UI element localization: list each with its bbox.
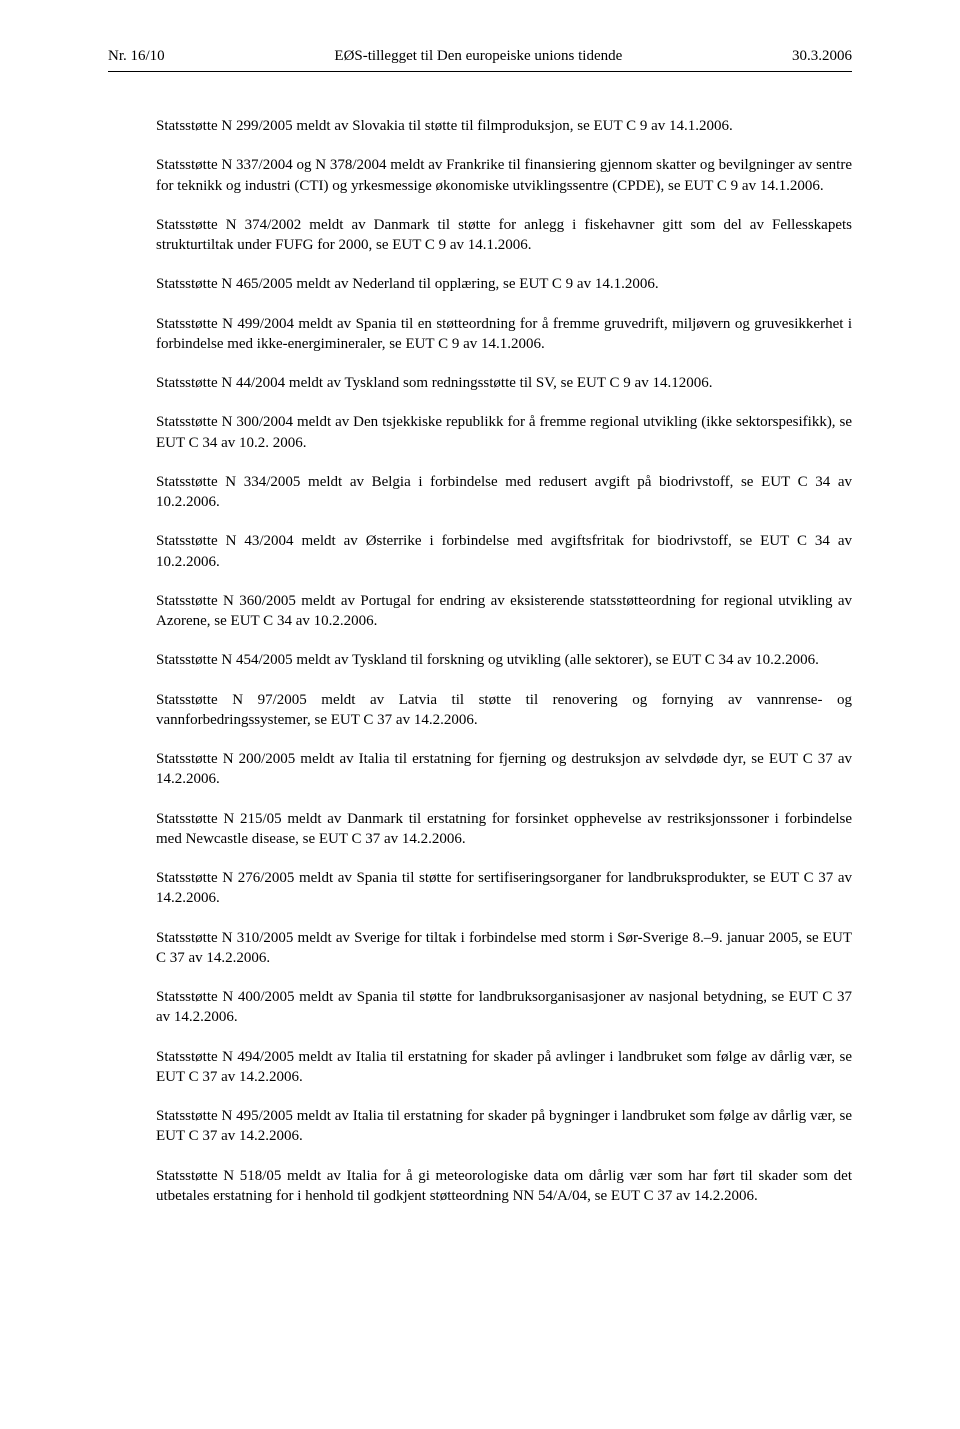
header-date: 30.3.2006: [792, 48, 852, 65]
state-aid-entry: Statsstøtte N 360/2005 meldt av Portugal…: [156, 591, 852, 632]
state-aid-entry: Statsstøtte N 337/2004 og N 378/2004 mel…: [156, 155, 852, 196]
header-publication-title: EØS-tillegget til Den europeiske unions …: [165, 48, 792, 65]
document-body: Statsstøtte N 299/2005 meldt av Slovakia…: [108, 116, 852, 1206]
state-aid-entry: Statsstøtte N 465/2005 meldt av Nederlan…: [156, 274, 852, 294]
state-aid-entry: Statsstøtte N 310/2005 meldt av Sverige …: [156, 928, 852, 969]
state-aid-entry: Statsstøtte N 44/2004 meldt av Tyskland …: [156, 373, 852, 393]
state-aid-entry: Statsstøtte N 300/2004 meldt av Den tsje…: [156, 412, 852, 453]
state-aid-entry: Statsstøtte N 454/2005 meldt av Tyskland…: [156, 650, 852, 670]
state-aid-entry: Statsstøtte N 499/2004 meldt av Spania t…: [156, 314, 852, 355]
state-aid-entry: Statsstøtte N 334/2005 meldt av Belgia i…: [156, 472, 852, 513]
state-aid-entry: Statsstøtte N 495/2005 meldt av Italia t…: [156, 1106, 852, 1147]
page-header: Nr. 16/10 EØS-tillegget til Den europeis…: [108, 48, 852, 65]
state-aid-entry: Statsstøtte N 97/2005 meldt av Latvia ti…: [156, 690, 852, 731]
state-aid-entry: Statsstøtte N 400/2005 meldt av Spania t…: [156, 987, 852, 1028]
state-aid-entry: Statsstøtte N 215/05 meldt av Danmark ti…: [156, 809, 852, 850]
state-aid-entry: Statsstøtte N 494/2005 meldt av Italia t…: [156, 1047, 852, 1088]
state-aid-entry: Statsstøtte N 43/2004 meldt av Østerrike…: [156, 531, 852, 572]
state-aid-entry: Statsstøtte N 276/2005 meldt av Spania t…: [156, 868, 852, 909]
document-page: Nr. 16/10 EØS-tillegget til Den europeis…: [0, 0, 960, 1273]
state-aid-entry: Statsstøtte N 299/2005 meldt av Slovakia…: [156, 116, 852, 136]
state-aid-entry: Statsstøtte N 200/2005 meldt av Italia t…: [156, 749, 852, 790]
header-issue-number: Nr. 16/10: [108, 48, 165, 65]
state-aid-entry: Statsstøtte N 518/05 meldt av Italia for…: [156, 1166, 852, 1207]
state-aid-entry: Statsstøtte N 374/2002 meldt av Danmark …: [156, 215, 852, 256]
header-divider: [108, 71, 852, 72]
